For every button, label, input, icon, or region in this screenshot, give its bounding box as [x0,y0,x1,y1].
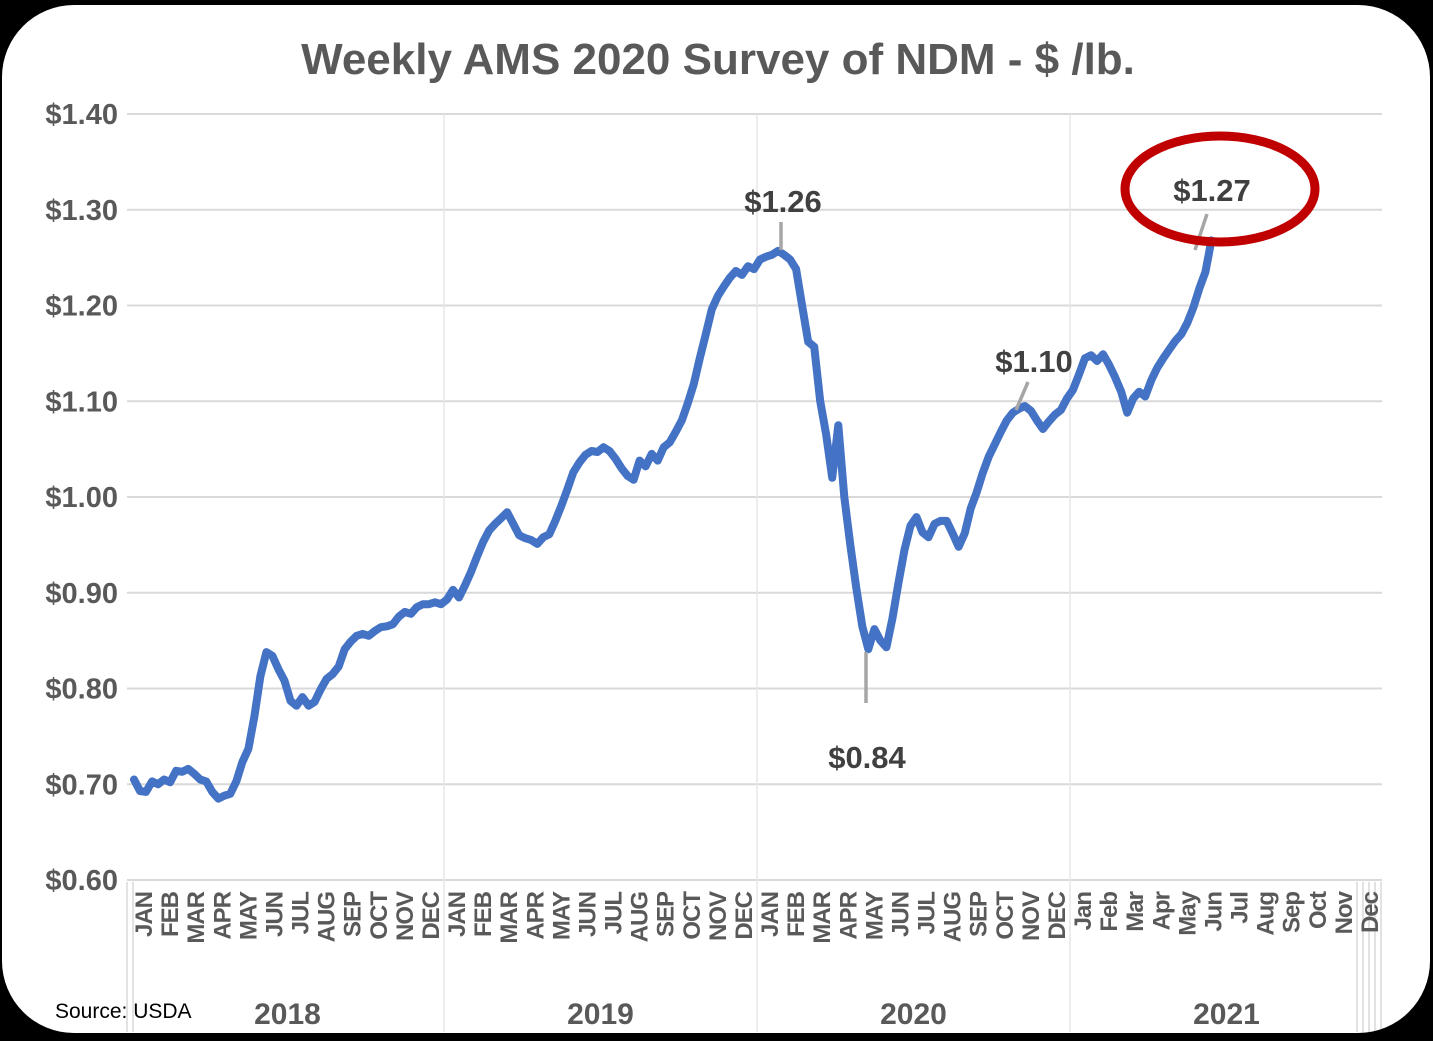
month-tick-label: Feb [1096,892,1123,932]
month-tick-label: FEB [470,891,497,937]
ndm-price-line-chart: $1.40 $1.30 $1.20 $1.10 $1.00 $0.90 $0.80 $0.70… [45,35,1384,1032]
annotation-leader-line [1014,381,1030,411]
month-tick-label: APR [522,891,549,939]
month-tick-label: MAY [861,891,888,940]
month-tick-label: JAN [757,892,784,937]
month-tick-label: Nov [1331,890,1358,934]
annotation-layer: $1.26 $0.84 $1.10 $1.27 [744,131,1320,775]
month-tick-label: Apr [1148,891,1175,930]
month-tick-label: APR [835,891,862,939]
month-tick-label: SEP [340,891,367,937]
month-tick-label: OCT [679,891,706,940]
price-line-layer [130,236,1216,803]
month-tick-label: DEC [418,891,445,939]
month-tick-label: NOV [392,891,419,941]
y-axis-tick-label: $1.00 [45,482,118,514]
month-tick-label: DEC [1044,891,1071,939]
month-tick-label: FEB [783,891,810,937]
month-tick-label: Oct [1305,891,1332,929]
month-tick-label: JUL [914,892,941,935]
month-tick-label: OCT [992,891,1019,940]
month-tick-label: JUN [261,892,288,937]
axis-label-layer: $1.40 $1.30 $1.20 $1.10 $1.00 $0.90 $0.80 $0.70… [45,99,1384,1031]
month-tick-label: Aug [1253,892,1280,936]
month-tick-label: JUN [887,892,914,937]
month-tick-label: MAR [183,891,210,943]
month-tick-label: SEP [653,891,680,937]
month-tick-label: NOV [705,891,732,941]
chart-title: Weekly AMS 2020 Survey of NDM - $ /lb. [301,35,1135,84]
month-tick-label: JAN [131,892,158,937]
month-tick-label: Jan [1070,892,1097,931]
month-tick-label: MAR [496,891,523,943]
month-tick-label: JUL [601,892,628,935]
source-note: Source: USDA [55,1000,192,1023]
month-tick-label: MAR [809,891,836,943]
y-axis-tick-label: $1.20 [45,291,118,323]
y-axis-tick-label: $0.80 [45,674,118,706]
year-label: 2021 [1193,998,1260,1031]
month-tick-label: SEP [966,891,993,937]
price-line-series [130,236,1216,803]
month-tick-label: JUN [574,892,601,937]
month-tick-label: OCT [366,891,393,940]
month-tick-label: AUG [940,892,967,943]
data-point-label: $0.84 [828,740,906,775]
month-tick-label: AUG [627,892,654,943]
month-tick-label: FEB [157,891,184,937]
month-tick-label: Sep [1279,892,1306,933]
data-point-label: $1.26 [744,184,822,219]
month-tick-label: NOV [1018,891,1045,941]
month-tick-label: May [1174,890,1201,935]
year-label: 2019 [567,998,634,1031]
month-tick-label: AUG [314,892,341,943]
highlight-circle [1120,131,1320,247]
y-axis-tick-label: $0.60 [45,865,118,897]
data-point-label: $1.10 [995,344,1073,379]
month-tick-label: JAN [444,892,471,937]
year-label: 2020 [880,998,947,1031]
month-tick-label: MAY [235,891,262,940]
month-tick-label: Dec [1357,891,1384,933]
month-tick-label: MAY [548,891,575,940]
y-axis-tick-label: $0.90 [45,578,118,610]
data-point-label: $1.27 [1173,173,1251,208]
month-tick-label: DEC [731,891,758,939]
month-tick-label: Mar [1122,891,1149,931]
y-axis-tick-label: $0.70 [45,769,118,801]
chart-card: $1.40 $1.30 $1.20 $1.10 $1.00 $0.90 $0.80 $0.70… [2,5,1430,1033]
y-axis-tick-label: $1.30 [45,195,118,227]
month-tick-label: JUL [288,892,315,935]
y-axis-tick-label: $1.10 [45,386,118,418]
y-axis-tick-label: $1.40 [45,99,118,131]
month-tick-label: Jun [1200,892,1227,932]
month-tick-label: Jul [1227,892,1254,924]
month-tick-label: APR [209,891,236,939]
year-label: 2018 [254,998,321,1031]
